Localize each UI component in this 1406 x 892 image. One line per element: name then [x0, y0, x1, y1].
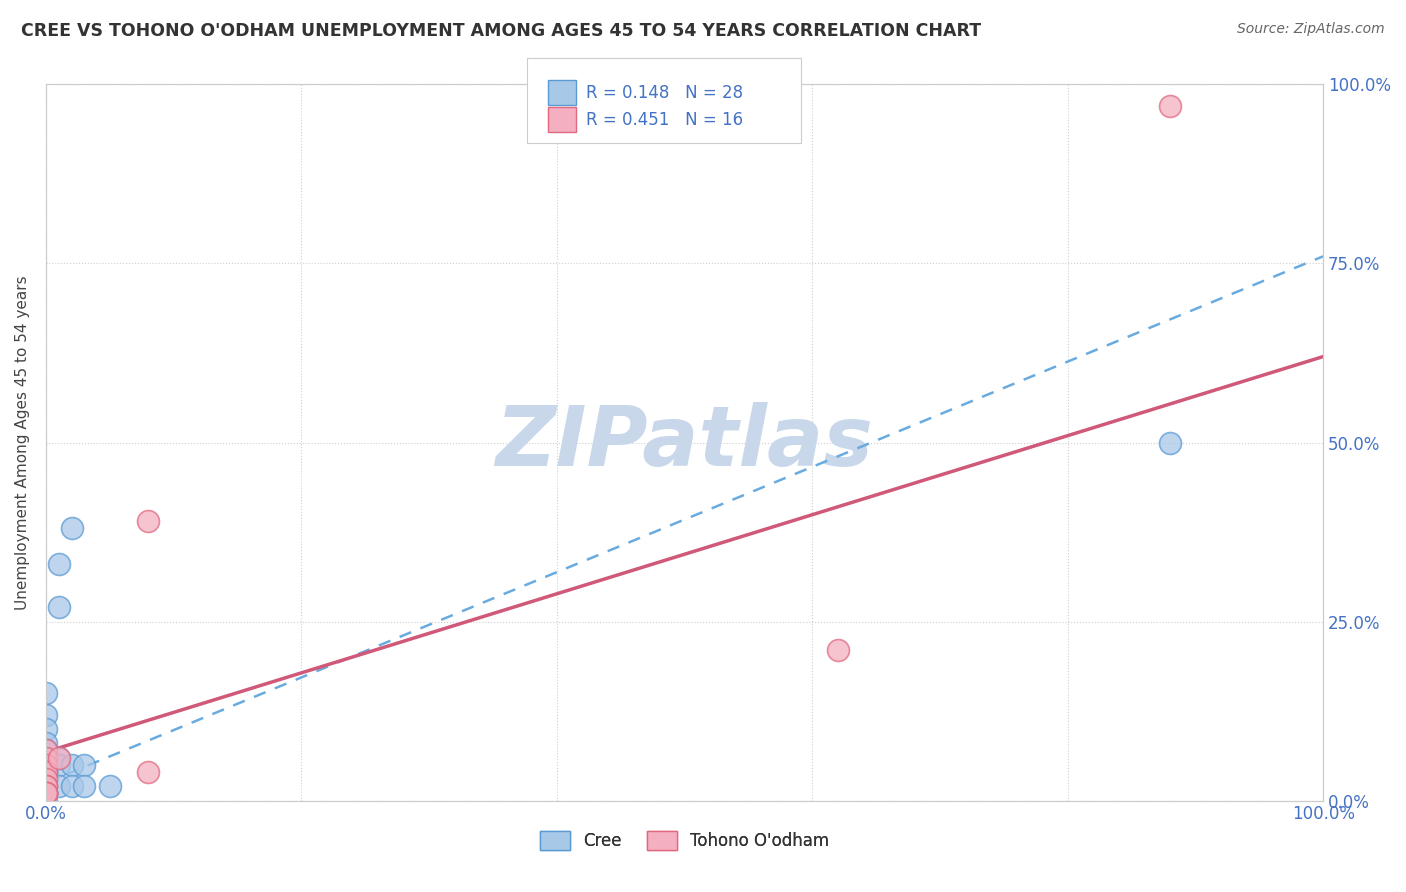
Text: Source: ZipAtlas.com: Source: ZipAtlas.com [1237, 22, 1385, 37]
Point [35, 787, 58, 801]
Point [48, 779, 70, 793]
Point [35, 772, 58, 786]
Point [35, 779, 58, 793]
Text: R = 0.148   N = 28: R = 0.148 N = 28 [586, 84, 744, 102]
Point [1159, 99, 1181, 113]
Point [1159, 435, 1181, 450]
Point [827, 643, 849, 657]
Point [35, 772, 58, 786]
Point [35, 779, 58, 793]
Point [48, 750, 70, 764]
Point [35, 750, 58, 764]
Point [35, 743, 58, 757]
Point [35, 764, 58, 779]
Point [35, 736, 58, 750]
Point [48, 750, 70, 764]
Point [60, 779, 83, 793]
Point [35, 787, 58, 801]
Point [136, 514, 159, 528]
Point [35, 750, 58, 764]
Text: R = 0.451   N = 16: R = 0.451 N = 16 [586, 111, 744, 128]
Point [35, 686, 58, 700]
Point [35, 764, 58, 779]
Point [136, 764, 159, 779]
Point [35, 779, 58, 793]
Point [35, 757, 58, 772]
Point [48, 558, 70, 572]
Point [48, 757, 70, 772]
Point [35, 787, 58, 801]
Legend: Cree, Tohono O'odham: Cree, Tohono O'odham [533, 824, 837, 856]
Point [35, 772, 58, 786]
Point [35, 764, 58, 779]
Point [35, 787, 58, 801]
Point [48, 600, 70, 615]
Y-axis label: Unemployment Among Ages 45 to 54 years: Unemployment Among Ages 45 to 54 years [15, 276, 30, 610]
Text: CREE VS TOHONO O'ODHAM UNEMPLOYMENT AMONG AGES 45 TO 54 YEARS CORRELATION CHART: CREE VS TOHONO O'ODHAM UNEMPLOYMENT AMON… [21, 22, 981, 40]
Point [98, 779, 121, 793]
Point [35, 707, 58, 722]
Text: ZIPatlas: ZIPatlas [496, 402, 873, 483]
Point [35, 722, 58, 736]
Point [73, 779, 96, 793]
Point [35, 787, 58, 801]
Point [35, 787, 58, 801]
Point [35, 772, 58, 786]
Point [60, 757, 83, 772]
Point [35, 787, 58, 801]
Point [60, 521, 83, 535]
Point [35, 794, 58, 808]
Point [73, 757, 96, 772]
Point [35, 743, 58, 757]
